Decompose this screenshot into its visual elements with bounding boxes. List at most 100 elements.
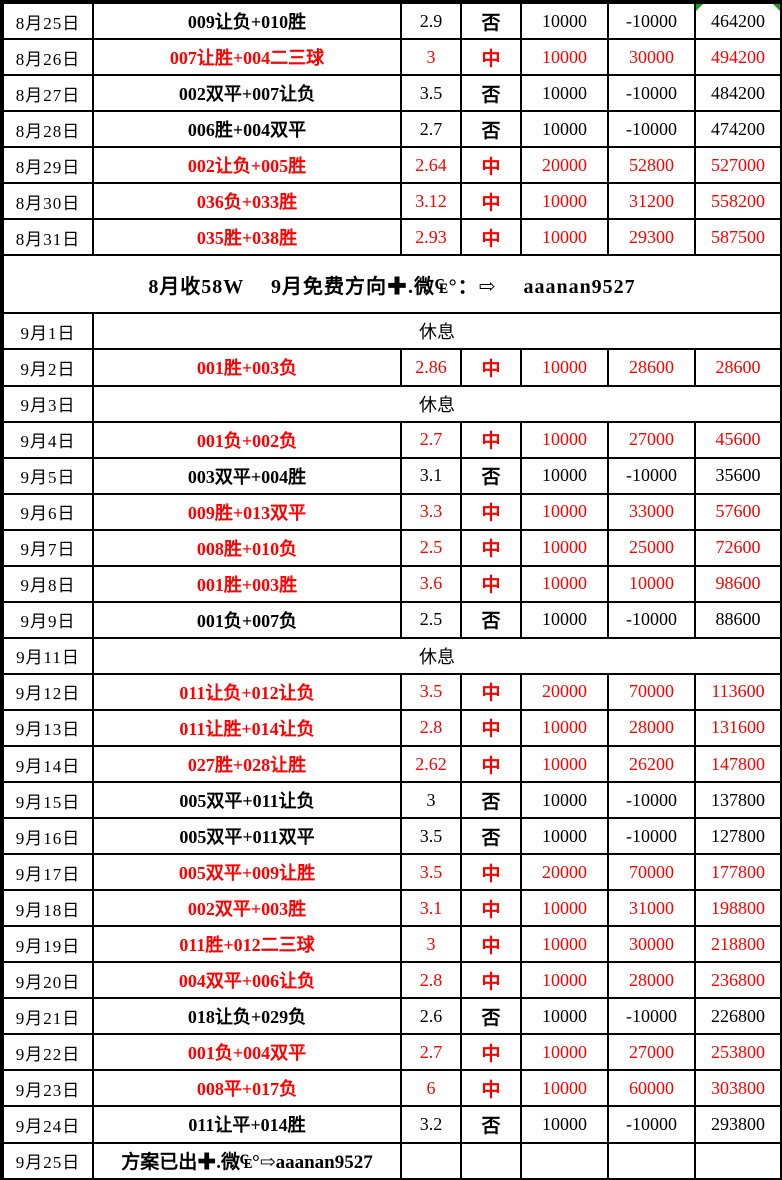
stake-cell: 10000 [520, 1105, 609, 1144]
odds-cell: 3.5 [400, 74, 462, 113]
odds-cell: 3.2 [400, 1105, 462, 1144]
rest-row: 9月3日 休息 [2, 384, 780, 423]
date-cell: 9月22日 [2, 1033, 94, 1072]
stake-cell: 10000 [520, 74, 609, 113]
bet-row: 9月4日 001负+002负 2.7 中 10000 27000 45600 [2, 420, 780, 459]
date-cell: 8月28日 [2, 110, 94, 149]
bet-cell: 011胜+012二三球 [92, 925, 402, 964]
result-cell: 否 [460, 74, 522, 113]
stake-cell: 10000 [520, 1033, 609, 1072]
profit-cell: -10000 [607, 456, 696, 495]
stake-cell: 10000 [520, 817, 609, 856]
profit-cell: 27000 [607, 420, 696, 459]
rest-cell: 休息 [92, 636, 780, 675]
banner-row: 8月收58W 9月免费方向✚.微₠°：⇨ aaanan9527 [2, 254, 780, 315]
profit-cell: -10000 [607, 997, 696, 1036]
result-cell: 中 [460, 1033, 522, 1072]
bet-cell: 011让胜+014让负 [92, 708, 402, 747]
date-cell: 9月21日 [2, 997, 94, 1036]
note-cell: 方案已出✚.微₠°⇨aaanan9527 [92, 1141, 402, 1178]
odds-cell: 3.6 [400, 564, 462, 603]
stake-cell: 10000 [520, 492, 609, 531]
date-cell: 9月23日 [2, 1069, 94, 1108]
bet-row: 8月28日 006胜+004双平 2.7 否 10000 -10000 474200 [2, 110, 780, 149]
total-cell: 113600 [694, 672, 780, 711]
odds-cell: 2.8 [400, 961, 462, 1000]
bet-row: 9月8日 001胜+003胜 3.6 中 10000 10000 98600 [2, 564, 780, 603]
bet-cell: 005双平+009让胜 [92, 853, 402, 892]
empty-cell [694, 1141, 780, 1178]
bet-cell: 005双平+011双平 [92, 817, 402, 856]
bet-cell: 027胜+028让胜 [92, 744, 402, 784]
stake-cell: 10000 [520, 456, 609, 495]
bet-cell: 011让负+012让负 [92, 672, 402, 711]
odds-cell: 2.86 [400, 348, 462, 387]
result-cell: 中 [460, 744, 522, 784]
profit-cell: 26200 [607, 744, 696, 784]
stake-cell: 10000 [520, 997, 609, 1036]
total-cell: 35600 [694, 456, 780, 495]
bet-cell: 005双平+011让负 [92, 781, 402, 820]
date-cell: 9月1日 [2, 312, 94, 351]
odds-cell: 2.64 [400, 146, 462, 185]
total-cell: 484200 [694, 74, 780, 113]
stake-cell: 10000 [520, 925, 609, 964]
profit-cell: 30000 [607, 38, 696, 77]
date-cell: 9月4日 [2, 420, 94, 459]
bet-cell: 001负+004双平 [92, 1033, 402, 1072]
total-cell: 137800 [694, 781, 780, 820]
date-cell: 9月7日 [2, 528, 94, 567]
stake-cell: 20000 [520, 672, 609, 711]
profit-cell: -10000 [607, 817, 696, 856]
stake-cell: 10000 [520, 708, 609, 747]
profit-cell: 33000 [607, 492, 696, 531]
date-cell: 8月26日 [2, 38, 94, 77]
stake-cell: 10000 [520, 182, 609, 221]
profit-cell: 60000 [607, 1069, 696, 1108]
total-cell: 218800 [694, 925, 780, 964]
profit-cell: 27000 [607, 1033, 696, 1072]
profit-cell: 70000 [607, 853, 696, 892]
date-cell: 9月12日 [2, 672, 94, 711]
odds-cell: 3.1 [400, 456, 462, 495]
odds-cell: 3.5 [400, 672, 462, 711]
odds-cell: 3 [400, 781, 462, 820]
bet-row: 9月21日 018让负+029负 2.6 否 10000 -10000 226800 [2, 997, 780, 1036]
total-cell: 88600 [694, 600, 780, 639]
stake-cell: 10000 [520, 781, 609, 820]
stake-cell: 20000 [520, 146, 609, 185]
profit-cell: 29300 [607, 218, 696, 257]
date-cell: 9月19日 [2, 925, 94, 964]
profit-cell: -10000 [607, 74, 696, 113]
bet-row: 9月24日 011让平+014胜 3.2 否 10000 -10000 293800 [2, 1105, 780, 1144]
bet-row: 9月20日 004双平+006让负 2.8 中 10000 28000 236800 [2, 961, 780, 1000]
date-cell: 9月3日 [2, 384, 94, 423]
result-cell: 中 [460, 889, 522, 928]
bet-row: 9月15日 005双平+011让负 3 否 10000 -10000 137800 [2, 781, 780, 820]
odds-cell: 6 [400, 1069, 462, 1108]
odds-cell: 3.1 [400, 889, 462, 928]
stake-cell: 10000 [520, 2, 609, 41]
odds-cell: 3 [400, 925, 462, 964]
total-cell: 177800 [694, 853, 780, 892]
result-cell: 否 [460, 456, 522, 495]
result-cell: 中 [460, 853, 522, 892]
result-cell: 中 [460, 564, 522, 603]
empty-cell [607, 1141, 696, 1178]
bet-row: 9月17日 005双平+009让胜 3.5 中 20000 70000 177800 [2, 853, 780, 892]
result-cell: 中 [460, 146, 522, 185]
profit-cell: -10000 [607, 2, 696, 41]
total-cell: 494200 [694, 38, 780, 77]
profit-cell: 28000 [607, 708, 696, 747]
result-cell: 否 [460, 1105, 522, 1144]
bet-cell: 036负+033胜 [92, 182, 402, 221]
stake-cell: 20000 [520, 853, 609, 892]
bet-row: 9月9日 001负+007负 2.5 否 10000 -10000 88600 [2, 600, 780, 639]
date-cell: 9月15日 [2, 781, 94, 820]
result-cell: 中 [460, 492, 522, 531]
date-cell: 9月16日 [2, 817, 94, 856]
result-cell: 否 [460, 600, 522, 639]
odds-cell: 2.7 [400, 110, 462, 149]
total-cell: 527000 [694, 146, 780, 185]
profit-cell: 25000 [607, 528, 696, 567]
